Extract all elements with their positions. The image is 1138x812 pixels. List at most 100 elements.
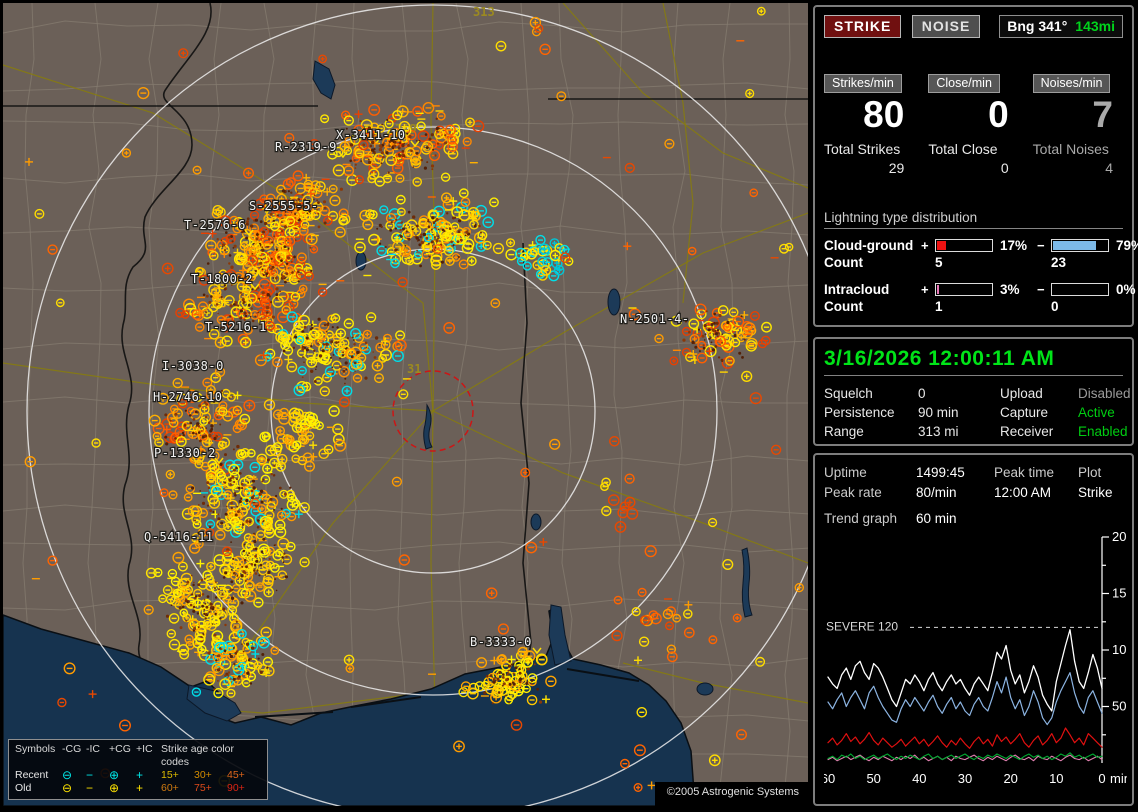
svg-text:T-5216-1: T-5216-1 [205,320,267,334]
range-value: 313 mi [918,424,959,439]
bearing-readout: Bng 341° 143mi [999,15,1123,38]
strike-symbol-icon: ⊖ [62,768,73,782]
legend-header-age-codes: Strike age color codes [161,743,234,768]
lightning-distribution: Lightning type distribution Cloud-ground… [824,210,1138,314]
cg-plus-pct: 17% [1000,238,1028,253]
trend-graph-value: 60 min [916,511,957,526]
strike-symbol-icon: ⊕ [109,781,120,795]
legend-symbol-col-header: +IC [136,743,153,755]
cg-count-label: Count [824,255,863,270]
noise-mode-button[interactable]: NOISE [911,15,981,38]
peak-time-label: Peak time [994,465,1055,480]
distribution-title: Lightning type distribution [824,210,1123,229]
status-row: Range 313 mi Receiver Enabled [824,422,1128,441]
svg-text:10: 10 [1049,771,1063,786]
uptime-label: Uptime [824,465,867,480]
ic-minus-count: 0 [1051,299,1059,314]
peak-rate-row: Peak rate 80/min 12:00 AM Strike [824,483,1123,503]
sidebar: STRIKE NOISE Bng 341° 143mi Strikes/min 8… [812,0,1138,812]
squelch-value: 0 [918,386,926,401]
total-close-label: Total Close [928,141,998,157]
capture-label: Capture [1000,405,1049,420]
svg-text:T-1800-2: T-1800-2 [191,272,253,286]
rate-columns: Strikes/min 80 Total Strikes 29 Close/mi… [824,74,1123,176]
total-noises-label: Total Noises [1032,141,1109,157]
intracloud-label: Intracloud [824,282,890,297]
noises-per-min-chip[interactable]: Noises/min [1032,74,1111,93]
legend-grid: Symbols -CG -IC +CG +IC Strike age color code… [15,743,263,795]
legend-row-label: Old [15,782,32,794]
cg-minus-bar [1051,239,1109,252]
ic-plus-count: 1 [935,299,943,314]
age-code: 60+ [161,782,179,794]
strike-symbol-icon: − [86,768,94,782]
status-row: Persistence 90 min Capture Active [824,403,1123,422]
copyright-text: ©2005 Astrogenic Systems [654,782,808,806]
map-legend: Symbols -CG -IC +CG +IC Strike age color code… [8,739,268,800]
close-per-min-chip[interactable]: Close/min [928,74,1000,93]
legend-symbol-col-header: +CG [109,743,131,755]
svg-text:31: 31 [407,362,421,376]
svg-text:20: 20 [1003,771,1017,786]
cg-plus-count: 5 [935,255,943,270]
legend-row-label: Recent [15,769,49,781]
trend-graph-label: Trend graph [824,511,898,526]
svg-text:100: 100 [1112,642,1127,657]
peak-rate-value: 80/min [916,485,957,500]
svg-text:B-3333-0: B-3333-0 [470,635,532,649]
range-label: Range [824,424,864,439]
status-row: Squelch 0 Upload Disabled [824,384,1131,403]
svg-text:40: 40 [912,771,926,786]
strike-symbols [24,6,804,793]
svg-text:30: 30 [958,771,972,786]
cloud-ground-row: Cloud-ground + 17% − 79% [824,238,1138,253]
strike-mode-button[interactable]: STRIKE [824,15,902,38]
receiver-label: Receiver [1000,424,1054,439]
noises-column: Noises/min 7 Total Noises 4 [1032,74,1123,176]
svg-text:200: 200 [1112,531,1127,544]
upload-label: Upload [1000,386,1043,401]
peak-rate-label: Peak rate [824,485,882,500]
capture-value: Active [1078,405,1115,420]
svg-text:P-1330-2: P-1330-2 [154,446,216,460]
total-strikes-value: 29 [888,160,905,176]
ic-plus-bar [935,283,993,296]
uptime-row: Uptime 1499:45 Peak time Plot [824,463,1123,483]
datetime-display: 3/16/2026 12:00:11 AM [824,347,1123,376]
legend-header-symbols: Symbols [15,743,56,755]
svg-text:60: 60 [824,771,835,786]
ic-minus-pct: 0% [1116,282,1136,297]
bearing-distance: 143mi [1075,18,1115,34]
svg-text:0: 0 [1098,771,1105,786]
strike-symbol-icon: ⊕ [109,768,120,782]
cg-minus-pct: 79% [1116,238,1138,253]
peak-time-value: 12:00 AM [994,485,1052,500]
svg-text:SEVERE 120: SEVERE 120 [826,619,898,633]
age-code: 15+ [161,769,179,781]
storm-cell-labels: R-2319-9X-3411-10 S-2555-5-T-2576-6 T-1800… [143,127,690,655]
ic-plus-pct: 3% [1000,282,1020,297]
svg-text:313: 313 [473,5,495,19]
cloud-ground-count-row: Count 5 23 [824,255,1123,270]
svg-text:X-3411-10: X-3411-10 [336,128,406,142]
noises-per-min-value: 7 [1092,94,1113,135]
close-per-min-value: 0 [988,94,1009,135]
svg-text:I-3038-0: I-3038-0 [162,359,224,373]
persistence-value: 90 min [918,405,959,420]
age-code: 75+ [194,782,212,794]
radar-map[interactable]: 313 219 125 31 R-2319-9 X-3411-10 S-2555-5- T-… [3,3,808,806]
strike-symbol-icon: + [136,768,144,782]
cg-minus-count: 23 [1051,255,1067,270]
panel-counters: STRIKE NOISE Bng 341° 143mi Strikes/min 8… [813,5,1138,327]
age-code: 90+ [227,782,245,794]
ic-minus-bar [1051,283,1109,296]
legend-symbol-col-header: -IC [86,743,100,755]
receiver-value: Enabled [1078,424,1128,439]
strikes-per-min-chip[interactable]: Strikes/min [824,74,902,93]
total-strikes-label: Total Strikes [824,141,901,157]
strikes-per-min-value: 80 [863,94,905,135]
age-code: 45+ [227,769,245,781]
